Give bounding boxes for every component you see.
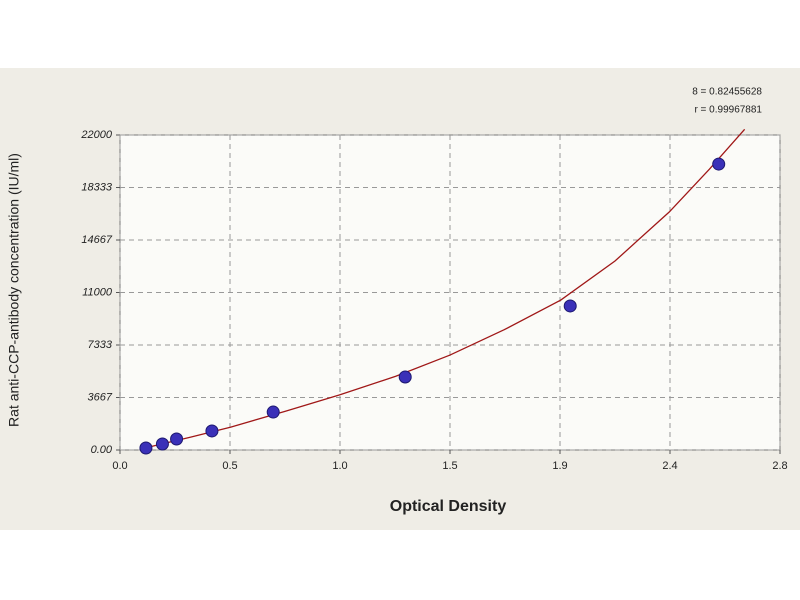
fit-curve xyxy=(141,128,746,450)
data-point xyxy=(170,432,184,446)
y-tick-label: 14667 xyxy=(81,234,112,246)
y-tick-label: 7333 xyxy=(88,339,113,351)
x-tick-label: 0.5 xyxy=(222,460,237,472)
x-tick-label: 2.8 xyxy=(772,460,787,472)
data-point xyxy=(205,424,219,438)
annotation: r = 0.99967881 xyxy=(694,105,762,116)
x-tick-label: 1.9 xyxy=(552,460,567,472)
data-point xyxy=(155,437,169,451)
y-tick-label: 18333 xyxy=(81,181,112,193)
x-tick-label: 1.5 xyxy=(442,460,457,472)
data-point xyxy=(266,405,280,419)
y-axis-label: Rat anti-CCP-antibody concentration (IU/… xyxy=(6,153,22,427)
y-tick-label: 0.00 xyxy=(91,444,113,456)
x-tick-label: 1.0 xyxy=(332,460,347,472)
y-tick-label: 11000 xyxy=(82,286,113,298)
x-tick-label: 0.0 xyxy=(112,460,127,472)
x-tick-label: 2.4 xyxy=(662,460,677,472)
y-tick-label: 3667 xyxy=(88,391,113,403)
data-point xyxy=(563,299,577,313)
data-point xyxy=(139,441,153,455)
x-axis-label: Optical Density xyxy=(390,498,507,515)
data-point xyxy=(398,370,412,384)
annotation: 8 = 0.82455628 xyxy=(692,87,762,98)
y-tick-label: 22000 xyxy=(80,129,112,141)
data-point xyxy=(712,157,726,171)
